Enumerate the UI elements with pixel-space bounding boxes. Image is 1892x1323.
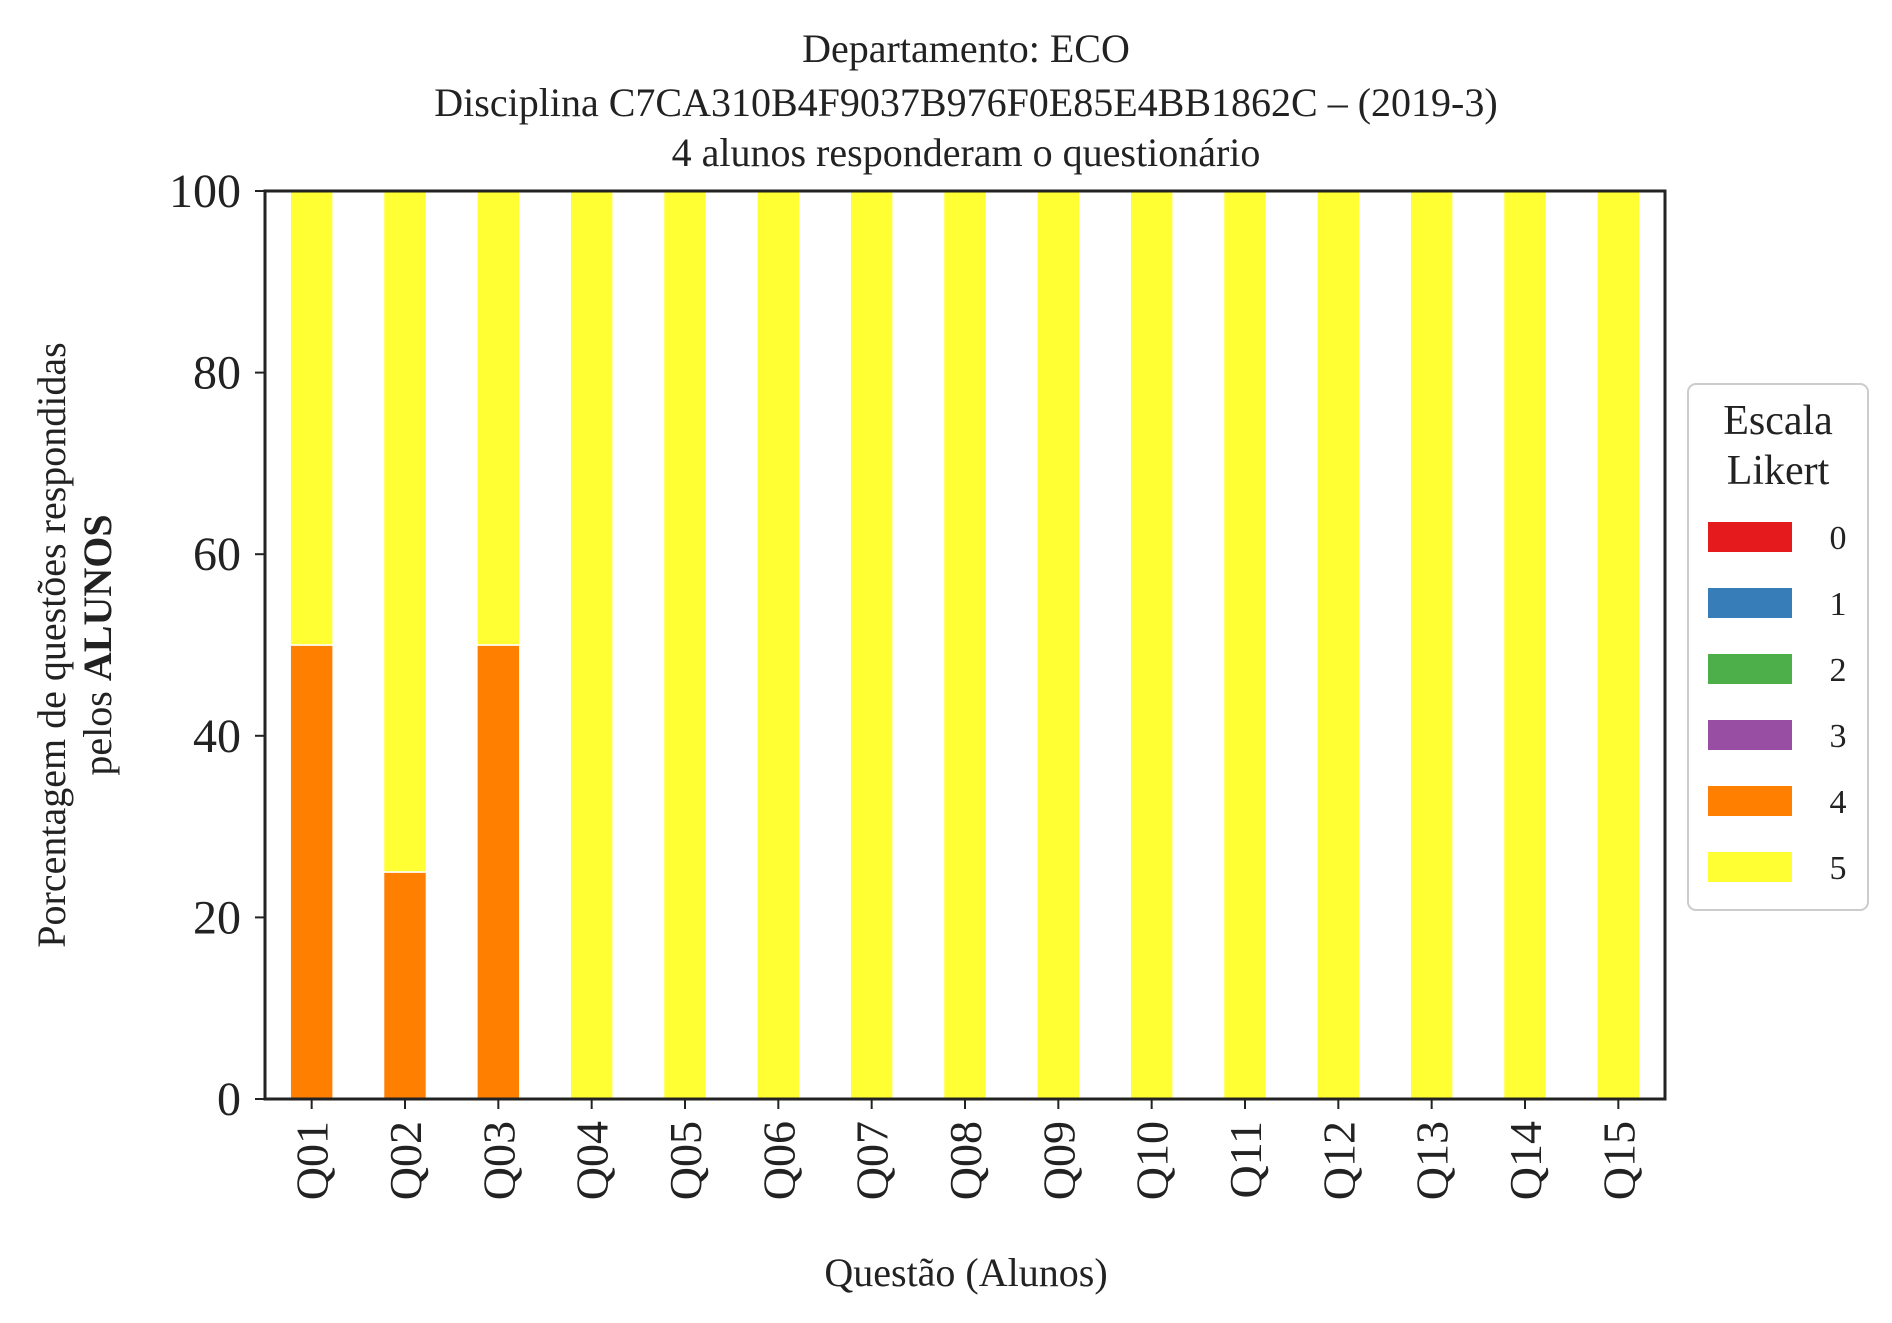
bar-Q09-scale-5 [1036,190,1081,1100]
legend-label-0: 0 [1830,520,1847,557]
chart-title-line-3: 4 alunos responderam o questionário [672,130,1261,175]
chart-title: Departamento: ECO Disciplina C7CA310B4F9… [434,26,1497,175]
y-tick-label-60: 60 [193,528,241,581]
bar-Q03-scale-4 [476,644,521,1100]
y-axis-label-line-1: Porcentagem de questões respondidas [29,342,74,947]
legend-title-line-1: Escala [1723,398,1833,444]
y-axis-label-prefix: pelos [75,681,120,775]
legend-swatch-5 [1708,852,1792,882]
legend-label-3: 3 [1830,718,1847,755]
bar-Q13-scale-5 [1409,190,1454,1100]
legend-title-line-2: Likert [1727,448,1830,494]
bar-Q15-scale-5 [1596,190,1641,1100]
x-tick-label-Q03: Q03 [473,1121,524,1200]
legend-box [1687,383,1869,911]
bar-Q01-scale-4 [289,644,334,1100]
bar-Q10-scale-5 [1129,190,1174,1100]
legend-swatch-0 [1708,522,1792,552]
bar-Q03-scale-5 [476,190,521,646]
chart-title-line-1: Departamento: ECO [802,26,1130,71]
x-tick-label-Q08: Q08 [940,1121,991,1200]
legend-swatch-4 [1708,786,1792,816]
legend-label-4: 4 [1830,784,1847,821]
legend-label-2: 2 [1830,652,1847,689]
x-tick-label-Q13: Q13 [1407,1121,1458,1200]
legend-label-1: 1 [1830,586,1847,623]
bar-Q08-scale-5 [942,190,988,1100]
legend-swatch-3 [1708,720,1792,750]
y-tick-label-80: 80 [193,347,241,400]
bars-group [289,190,1641,1100]
legend-swatch-1 [1708,588,1792,618]
bar-Q02-scale-5 [382,190,428,873]
bar-Q06-scale-5 [756,190,801,1100]
legend: Escala Likert 0 1 2 3 4 5 [1687,383,1869,911]
x-tick-label-Q06: Q06 [753,1121,804,1200]
bar-Q01-scale-5 [289,190,334,646]
y-tick-label-40: 40 [193,710,241,763]
x-tick-label-Q02: Q02 [380,1121,431,1200]
bar-Q12-scale-5 [1316,190,1361,1100]
x-tick-label-Q15: Q15 [1593,1121,1644,1200]
x-tick-label-Q01: Q01 [287,1121,338,1200]
legend-items: 0 1 2 3 4 5 [1708,520,1847,887]
x-tick-label-Q14: Q14 [1500,1121,1551,1200]
bar-Q05-scale-5 [662,190,708,1100]
x-tick-label-Q04: Q04 [567,1121,618,1200]
y-axis-label: Porcentagem de questões respondidas pelo… [29,342,120,947]
y-tick-label-0: 0 [217,1073,241,1126]
x-tick-label-Q07: Q07 [847,1121,898,1200]
legend-label-5: 5 [1830,850,1847,887]
x-tick-label-Q05: Q05 [660,1121,711,1200]
x-tick-label-Q12: Q12 [1313,1121,1364,1200]
x-axis-label: Questão (Alunos) [824,1250,1107,1295]
x-tick-label-Q10: Q10 [1127,1121,1178,1200]
bar-Q07-scale-5 [849,190,894,1100]
x-tick-label-Q09: Q09 [1033,1121,1084,1200]
y-ticks-group: 0 20 40 60 80 100 [169,165,265,1126]
y-axis-label-bold: ALUNOS [75,514,120,681]
legend-swatch-2 [1708,654,1792,684]
bar-Q11-scale-5 [1222,190,1268,1100]
y-tick-label-20: 20 [193,891,241,944]
bar-Q04-scale-5 [569,190,614,1100]
chart-title-line-2: Disciplina C7CA310B4F9037B976F0E85E4BB18… [434,80,1497,125]
x-ticks-group: Q01 Q02 Q03 Q04 Q05 Q06 Q07 Q08 Q09 Q10 Q11 Q12 Q13 Q… [287,1099,1644,1200]
y-tick-label-100: 100 [169,165,241,218]
x-tick-label-Q11: Q11 [1220,1121,1271,1199]
bar-Q14-scale-5 [1502,190,1548,1100]
y-axis-label-line-2: pelos ALUNOS [75,514,120,775]
bar-Q02-scale-4 [382,871,428,1100]
